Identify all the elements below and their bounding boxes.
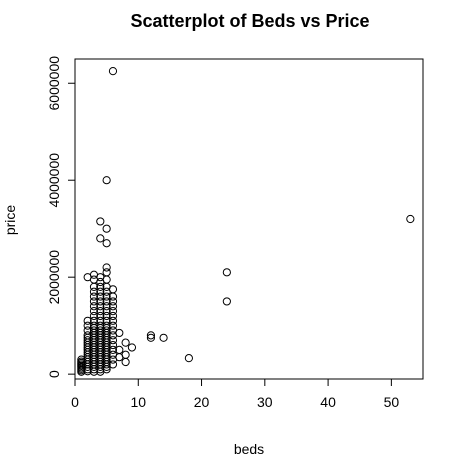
y-tick-label: 4000000 bbox=[46, 153, 62, 208]
scatter-point bbox=[96, 292, 105, 301]
scatter-point bbox=[121, 357, 130, 367]
scatter-point bbox=[89, 297, 99, 306]
scatter-point bbox=[102, 297, 111, 306]
scatter-point bbox=[96, 302, 105, 311]
y-axis-label: price bbox=[2, 205, 18, 236]
scatter-point bbox=[102, 275, 111, 284]
scatter-point bbox=[115, 345, 124, 355]
scatter-point bbox=[102, 176, 111, 185]
scatter-point bbox=[89, 302, 99, 311]
scatter-point bbox=[102, 307, 111, 316]
scatter-point bbox=[108, 297, 118, 306]
x-tick-label: 20 bbox=[194, 394, 210, 410]
scatter-point bbox=[96, 311, 105, 321]
scatter-point bbox=[102, 263, 111, 272]
scatter-point bbox=[102, 316, 111, 325]
scatter-point bbox=[108, 67, 118, 76]
scatter-point bbox=[102, 224, 111, 233]
scatter-point bbox=[108, 307, 118, 316]
scatter-point bbox=[146, 331, 156, 340]
scatter-point bbox=[121, 338, 130, 347]
chart-title: Scatterplot of Beds vs Price bbox=[130, 11, 369, 31]
scatter-point bbox=[406, 214, 415, 224]
scatter-point bbox=[108, 321, 118, 330]
scatter-point bbox=[102, 239, 111, 248]
scatter-point bbox=[96, 287, 105, 296]
scatter-point bbox=[108, 336, 118, 345]
scatter-point bbox=[108, 285, 118, 294]
scatter-point bbox=[83, 316, 92, 325]
scatter-point bbox=[184, 354, 193, 363]
scatter-point bbox=[102, 292, 111, 301]
scatter-point bbox=[115, 328, 124, 338]
y-tick-label: 6000000 bbox=[46, 56, 62, 111]
scatter-point bbox=[89, 292, 99, 301]
plot-frame bbox=[74, 58, 424, 380]
scatter-point bbox=[102, 302, 111, 311]
scatter-point bbox=[102, 321, 111, 330]
scatter-point bbox=[96, 234, 105, 243]
x-axis-label: beds bbox=[234, 441, 264, 457]
scatter-point bbox=[102, 326, 111, 335]
scatter-point bbox=[121, 350, 130, 359]
scatter-point bbox=[96, 307, 105, 316]
scatter-point bbox=[222, 268, 231, 277]
scatter-point bbox=[96, 282, 105, 291]
y-tick-label: 2000000 bbox=[46, 250, 62, 305]
y-axis: 0 2000000 4000000 6000000 bbox=[46, 56, 76, 378]
x-tick-label: 0 bbox=[71, 394, 79, 410]
scatter-point bbox=[96, 217, 105, 226]
x-tick-label: 50 bbox=[384, 394, 400, 410]
scatter-point bbox=[96, 297, 105, 306]
scatter-point bbox=[108, 345, 118, 355]
scatter-point bbox=[159, 333, 168, 342]
scatter-point bbox=[89, 287, 99, 296]
x-tick-label: 10 bbox=[130, 394, 146, 410]
scatter-point bbox=[127, 343, 137, 352]
scatter-point bbox=[222, 297, 231, 306]
scatter-point bbox=[89, 311, 99, 321]
scatter-point bbox=[108, 316, 118, 325]
scatter-point bbox=[108, 302, 118, 311]
scatter-point bbox=[96, 316, 105, 325]
scatter-point bbox=[89, 307, 99, 316]
scatter-point bbox=[108, 340, 118, 350]
scatter-point bbox=[108, 360, 118, 369]
x-axis: 0 10 20 30 40 50 bbox=[71, 378, 400, 410]
y-tick-label: 0 bbox=[46, 370, 62, 378]
data-points bbox=[77, 67, 415, 376]
scatter-point bbox=[108, 311, 118, 321]
x-tick-label: 40 bbox=[320, 394, 336, 410]
scatter-point bbox=[102, 311, 111, 321]
scatter-point bbox=[89, 316, 99, 325]
x-tick-label: 30 bbox=[257, 394, 273, 410]
scatter-point bbox=[146, 333, 156, 342]
scatter-point bbox=[102, 268, 111, 277]
